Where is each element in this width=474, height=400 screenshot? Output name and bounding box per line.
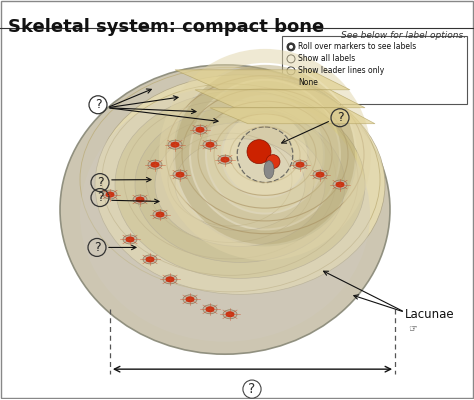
Text: None: None: [298, 78, 318, 87]
Text: Show leader lines only: Show leader lines only: [298, 66, 384, 75]
Ellipse shape: [295, 162, 304, 168]
Circle shape: [266, 155, 280, 169]
Ellipse shape: [183, 295, 197, 304]
FancyBboxPatch shape: [282, 36, 467, 104]
Ellipse shape: [193, 125, 207, 134]
Ellipse shape: [153, 210, 167, 219]
Wedge shape: [191, 81, 339, 228]
Ellipse shape: [175, 139, 305, 230]
Text: ?: ?: [337, 111, 343, 124]
Polygon shape: [175, 70, 350, 90]
Text: ?: ?: [95, 98, 101, 111]
Text: Lacunae: Lacunae: [405, 308, 455, 321]
Ellipse shape: [136, 196, 145, 202]
Text: ?: ?: [248, 382, 255, 396]
Ellipse shape: [165, 276, 174, 282]
Ellipse shape: [151, 162, 159, 168]
Wedge shape: [223, 113, 307, 196]
Ellipse shape: [185, 296, 194, 302]
Ellipse shape: [126, 236, 135, 242]
Text: Skeletal system: compact bone: Skeletal system: compact bone: [8, 18, 324, 36]
Ellipse shape: [106, 192, 115, 198]
Text: ☞: ☞: [408, 324, 417, 334]
Ellipse shape: [313, 170, 327, 179]
Polygon shape: [195, 90, 365, 108]
Ellipse shape: [175, 172, 184, 178]
Ellipse shape: [155, 212, 164, 218]
Ellipse shape: [146, 256, 155, 262]
Ellipse shape: [80, 87, 370, 342]
Ellipse shape: [195, 127, 204, 133]
Text: Show all labels: Show all labels: [298, 54, 355, 63]
Circle shape: [247, 140, 271, 164]
Text: ?: ?: [97, 191, 103, 204]
Ellipse shape: [203, 305, 217, 314]
Ellipse shape: [203, 140, 217, 149]
Ellipse shape: [123, 235, 137, 244]
Ellipse shape: [223, 310, 237, 319]
Text: See below for label options.: See below for label options.: [341, 31, 466, 40]
Ellipse shape: [133, 195, 147, 204]
Ellipse shape: [336, 182, 345, 188]
Wedge shape: [175, 65, 355, 244]
Circle shape: [287, 43, 295, 51]
Ellipse shape: [218, 155, 232, 164]
Ellipse shape: [206, 142, 215, 148]
Ellipse shape: [293, 160, 307, 169]
Ellipse shape: [264, 161, 274, 178]
Ellipse shape: [143, 255, 157, 264]
Ellipse shape: [163, 275, 177, 284]
Ellipse shape: [60, 65, 390, 354]
Text: Roll over markers to see labels: Roll over markers to see labels: [298, 42, 416, 51]
Ellipse shape: [173, 170, 187, 179]
Ellipse shape: [115, 91, 365, 278]
Ellipse shape: [226, 311, 235, 317]
Text: ?: ?: [94, 241, 100, 254]
Ellipse shape: [135, 107, 345, 262]
Circle shape: [289, 45, 293, 49]
Polygon shape: [210, 108, 375, 124]
Ellipse shape: [220, 157, 229, 163]
Ellipse shape: [316, 172, 325, 178]
Ellipse shape: [333, 180, 347, 189]
Ellipse shape: [148, 160, 162, 169]
Ellipse shape: [155, 123, 325, 246]
Ellipse shape: [168, 140, 182, 149]
Wedge shape: [159, 49, 371, 260]
Ellipse shape: [206, 306, 215, 312]
Wedge shape: [207, 97, 323, 212]
Text: ?: ?: [97, 176, 103, 189]
Ellipse shape: [103, 190, 117, 199]
Ellipse shape: [171, 142, 180, 148]
Ellipse shape: [95, 75, 385, 294]
